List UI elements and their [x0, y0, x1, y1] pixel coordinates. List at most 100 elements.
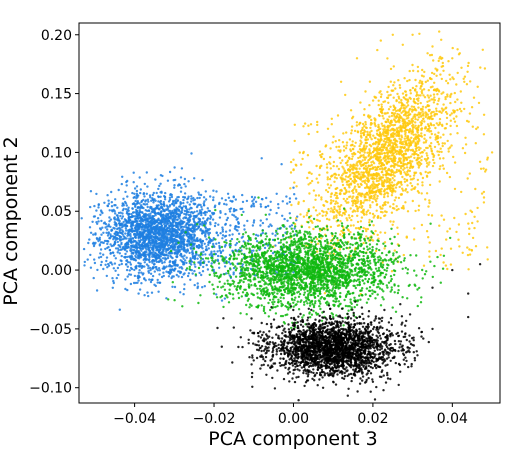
data-point [110, 201, 114, 204]
data-point [161, 174, 164, 178]
data-point [435, 109, 438, 113]
data-point [411, 110, 414, 113]
data-point [237, 220, 240, 224]
data-point [156, 235, 159, 238]
data-point [190, 207, 193, 210]
data-point [149, 230, 152, 233]
data-point [183, 196, 187, 199]
data-point [294, 197, 298, 200]
data-point [387, 108, 391, 111]
data-point [366, 171, 369, 174]
data-point [314, 209, 318, 212]
data-point [400, 102, 404, 105]
data-point [452, 77, 455, 81]
data-point [264, 205, 268, 209]
data-point [182, 293, 185, 296]
data-point [386, 124, 390, 128]
data-point [131, 191, 134, 195]
data-point [363, 167, 366, 170]
data-point [355, 57, 359, 60]
data-point [125, 229, 128, 232]
data-point [365, 135, 368, 139]
data-point [364, 90, 367, 93]
data-point [251, 224, 255, 227]
data-point [462, 77, 465, 81]
data-point [354, 227, 358, 230]
data-point [329, 225, 333, 229]
data-point [345, 144, 348, 147]
data-point [396, 164, 400, 167]
data-point [137, 213, 141, 216]
data-point [112, 281, 116, 285]
data-point [367, 298, 370, 301]
data-point [189, 278, 192, 281]
data-point [171, 230, 174, 233]
data-point [376, 48, 379, 52]
data-point [141, 247, 145, 250]
data-point [421, 181, 424, 184]
data-point [423, 133, 426, 137]
data-point [153, 212, 157, 215]
data-point [397, 180, 400, 184]
data-point [193, 228, 196, 232]
data-point [435, 122, 438, 125]
data-point [342, 197, 345, 201]
data-point [411, 117, 414, 120]
data-point [426, 104, 430, 108]
data-point [401, 187, 404, 190]
data-point [332, 135, 335, 138]
data-point [288, 212, 291, 215]
data-point [200, 273, 203, 277]
data-point [202, 202, 205, 205]
data-point [421, 68, 424, 72]
data-point [390, 159, 393, 163]
data-point [124, 190, 127, 194]
data-point [182, 205, 185, 208]
data-point [175, 206, 178, 209]
data-point [189, 247, 193, 250]
data-point [386, 192, 390, 195]
data-point [221, 228, 224, 231]
data-point [110, 229, 113, 232]
data-point [179, 202, 183, 205]
data-point [139, 238, 143, 242]
data-point [168, 272, 171, 275]
data-point [463, 107, 466, 111]
data-point [144, 218, 147, 221]
data-point [197, 244, 201, 247]
data-point [466, 246, 469, 249]
data-point [125, 244, 128, 248]
data-point [394, 116, 398, 120]
data-point [184, 213, 188, 216]
data-point [341, 183, 345, 187]
data-point [151, 241, 155, 245]
data-point [391, 112, 394, 115]
data-point [378, 134, 381, 138]
data-point [105, 256, 109, 259]
data-point [196, 238, 199, 242]
data-point [417, 209, 420, 212]
data-point [254, 200, 258, 203]
data-point [170, 245, 173, 249]
data-point [182, 242, 186, 246]
data-point [142, 192, 146, 195]
data-point [370, 129, 373, 133]
data-point [98, 238, 102, 241]
data-point [472, 96, 476, 99]
data-point [358, 123, 361, 126]
data-point [151, 198, 155, 202]
data-point [453, 91, 456, 95]
data-point [461, 251, 464, 254]
data-point [349, 224, 353, 227]
data-point [336, 224, 340, 227]
data-point [406, 136, 410, 139]
data-point [346, 163, 349, 167]
data-point [357, 200, 360, 203]
data-point [114, 232, 117, 235]
data-point [389, 105, 392, 109]
data-point [402, 156, 405, 159]
data-point [124, 263, 128, 266]
data-point [379, 210, 383, 214]
data-point [201, 247, 204, 250]
data-point [389, 67, 393, 71]
